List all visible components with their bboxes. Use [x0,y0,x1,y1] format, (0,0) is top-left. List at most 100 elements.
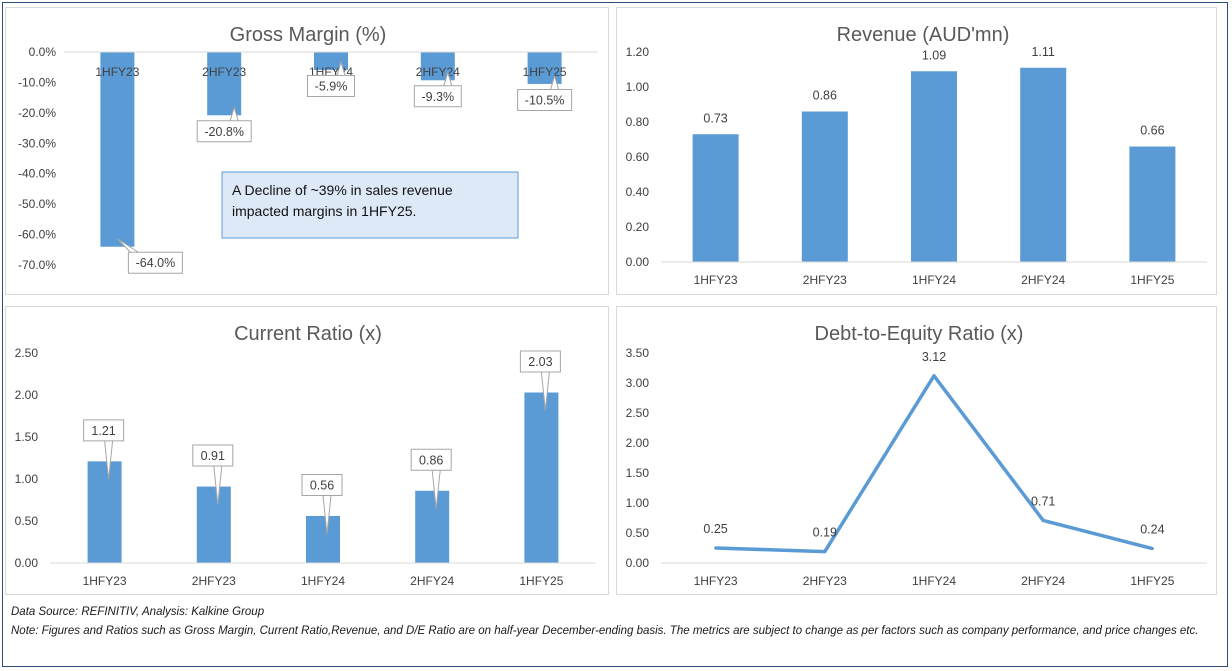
bar [196,486,231,563]
y-tick-label: -10.0% [18,75,56,89]
x-tick-label: 1HFY25 [1130,273,1174,287]
data-label: -10.5% [525,93,565,107]
data-label-box [307,60,355,97]
x-tick-label: 1HFY24 [912,273,956,287]
bar [524,392,559,563]
gross-margin-bar [527,52,562,84]
y-tick-label: -40.0% [18,167,56,181]
revenue-chart: Revenue (AUD'mn) 0.00 0.20 0.40 0.60 0.80 1.00… [626,24,1207,287]
current-ratio-chart: Current Ratio (x) 0.00 0.50 1.00 1.50 2.00 2.5… [15,323,596,588]
data-label-box [196,105,252,143]
y-tick-label: 0.50 [15,514,39,528]
data-point [1150,547,1154,551]
x-tick-label: 1HFY23 [83,574,127,588]
data-label: -20.8% [204,125,244,139]
y-tick-label: -20.0% [18,106,56,120]
x-tick-label: 2HFY24 [1021,574,1065,588]
gross-margin-chart: Gross Margin (%) 0.0% -10.0% -20.0% -30.0% -4… [18,24,598,274]
data-label: 3.12 [922,350,946,364]
y-tick-label: 0.00 [15,556,39,570]
x-tick-label: 2HFY23 [202,65,246,79]
y-tick-label: 0.60 [626,150,650,164]
gross-margin-panel: Gross Margin (%) 0.0% -10.0% -20.0% -30.0% -4… [5,7,609,295]
data-label: 0.25 [703,522,727,536]
chart-title: Gross Margin (%) [230,24,387,46]
y-tick-label: 0.00 [626,255,650,269]
y-tick-label: 2.00 [15,388,39,402]
x-tick-label: 2HFY24 [416,65,460,79]
data-label: 0.71 [1031,494,1055,508]
data-label: 0.19 [813,526,837,540]
data-source-note: Data Source: REFINITIV, Analysis: Kalkin… [11,606,265,618]
methodology-note: Note: Figures and Ratios such as Gross M… [11,625,1199,637]
y-tick-label: 0.0% [29,45,57,59]
data-label: 0.56 [310,478,334,492]
data-point [1041,518,1045,522]
gross-margin-bar [207,52,242,116]
data-label: 0.91 [201,449,225,463]
y-tick-label: 3.00 [626,376,650,390]
bar [911,71,957,262]
data-label-box [83,419,125,480]
y-tick-label: 0.20 [626,220,650,234]
y-tick-label: -60.0% [18,228,56,242]
y-tick-label: 3.50 [626,346,650,360]
bar [1129,146,1176,262]
y-tick-label: 0.40 [626,185,650,199]
y-tick-label: 1.00 [626,80,650,94]
x-tick-label: 2HFY23 [192,574,236,588]
data-label: 0.73 [703,111,727,125]
annotation-box [221,171,519,239]
data-label: 1.09 [922,48,946,62]
data-label-box [413,70,462,108]
y-tick-label: 1.00 [626,496,650,510]
x-tick-label: 1HFY25 [1130,574,1174,588]
data-label: -64.0% [136,256,176,270]
debt-to-equity-chart: Debt-to-Equity Ratio (x) 0.00 0.50 1.00 1.50… [626,323,1207,588]
x-tick-label: 1HFY23 [694,574,738,588]
y-tick-label: 0.00 [626,556,650,570]
data-label-box [192,444,234,505]
chart-title: Revenue (AUD'mn) [837,24,1010,46]
annotation-line-1: A Decline of ~39% in sales revenue [232,182,453,198]
y-tick-label: -50.0% [18,197,56,211]
y-tick-label: 2.50 [15,346,39,360]
y-tick-label: 1.50 [626,466,650,480]
y-tick-label: 2.50 [626,406,650,420]
debt-to-equity-panel: Debt-to-Equity Ratio (x) 0.00 0.50 1.00 1.50… [616,306,1217,595]
x-tick-label: 1HFY25 [519,574,563,588]
footer-notes: Data Source: REFINITIV, Analysis: Kalkin… [11,603,1221,641]
data-label: 0.86 [419,453,443,467]
y-tick-label: 0.80 [626,115,650,129]
debt-to-equity-line [715,374,1153,554]
data-label: 0.24 [1140,523,1164,537]
chart-title: Debt-to-Equity Ratio (x) [815,323,1024,345]
data-label: 1.11 [1031,45,1054,59]
bar [415,490,450,563]
data-label-box [117,238,183,274]
annotation-line-2: impacted margins in 1HFY25. [232,203,416,219]
data-label-box [517,74,573,111]
y-tick-label: 1.50 [15,430,39,444]
data-point [932,374,936,378]
data-label-box [519,350,561,411]
bar [1020,67,1067,262]
chart-title: Current Ratio (x) [234,323,382,345]
x-tick-label: 2HFY24 [410,574,454,588]
data-label: 1.21 [91,424,115,438]
data-label: -9.3% [421,90,454,104]
x-tick-label: 2HFY23 [803,574,847,588]
x-tick-label: 2HFY23 [803,273,847,287]
y-tick-label: 2.00 [626,436,650,450]
x-tick-label: 1HFY23 [95,65,139,79]
bar [692,134,739,262]
y-tick-label: -30.0% [18,136,56,150]
bar [87,461,122,563]
data-label: 0.66 [1140,124,1164,138]
data-label-box [410,448,452,509]
bar [306,515,340,563]
bar [801,111,848,262]
data-point [714,546,718,550]
y-tick-label: -70.0% [18,258,56,272]
x-tick-label: 1HFY23 [694,273,738,287]
